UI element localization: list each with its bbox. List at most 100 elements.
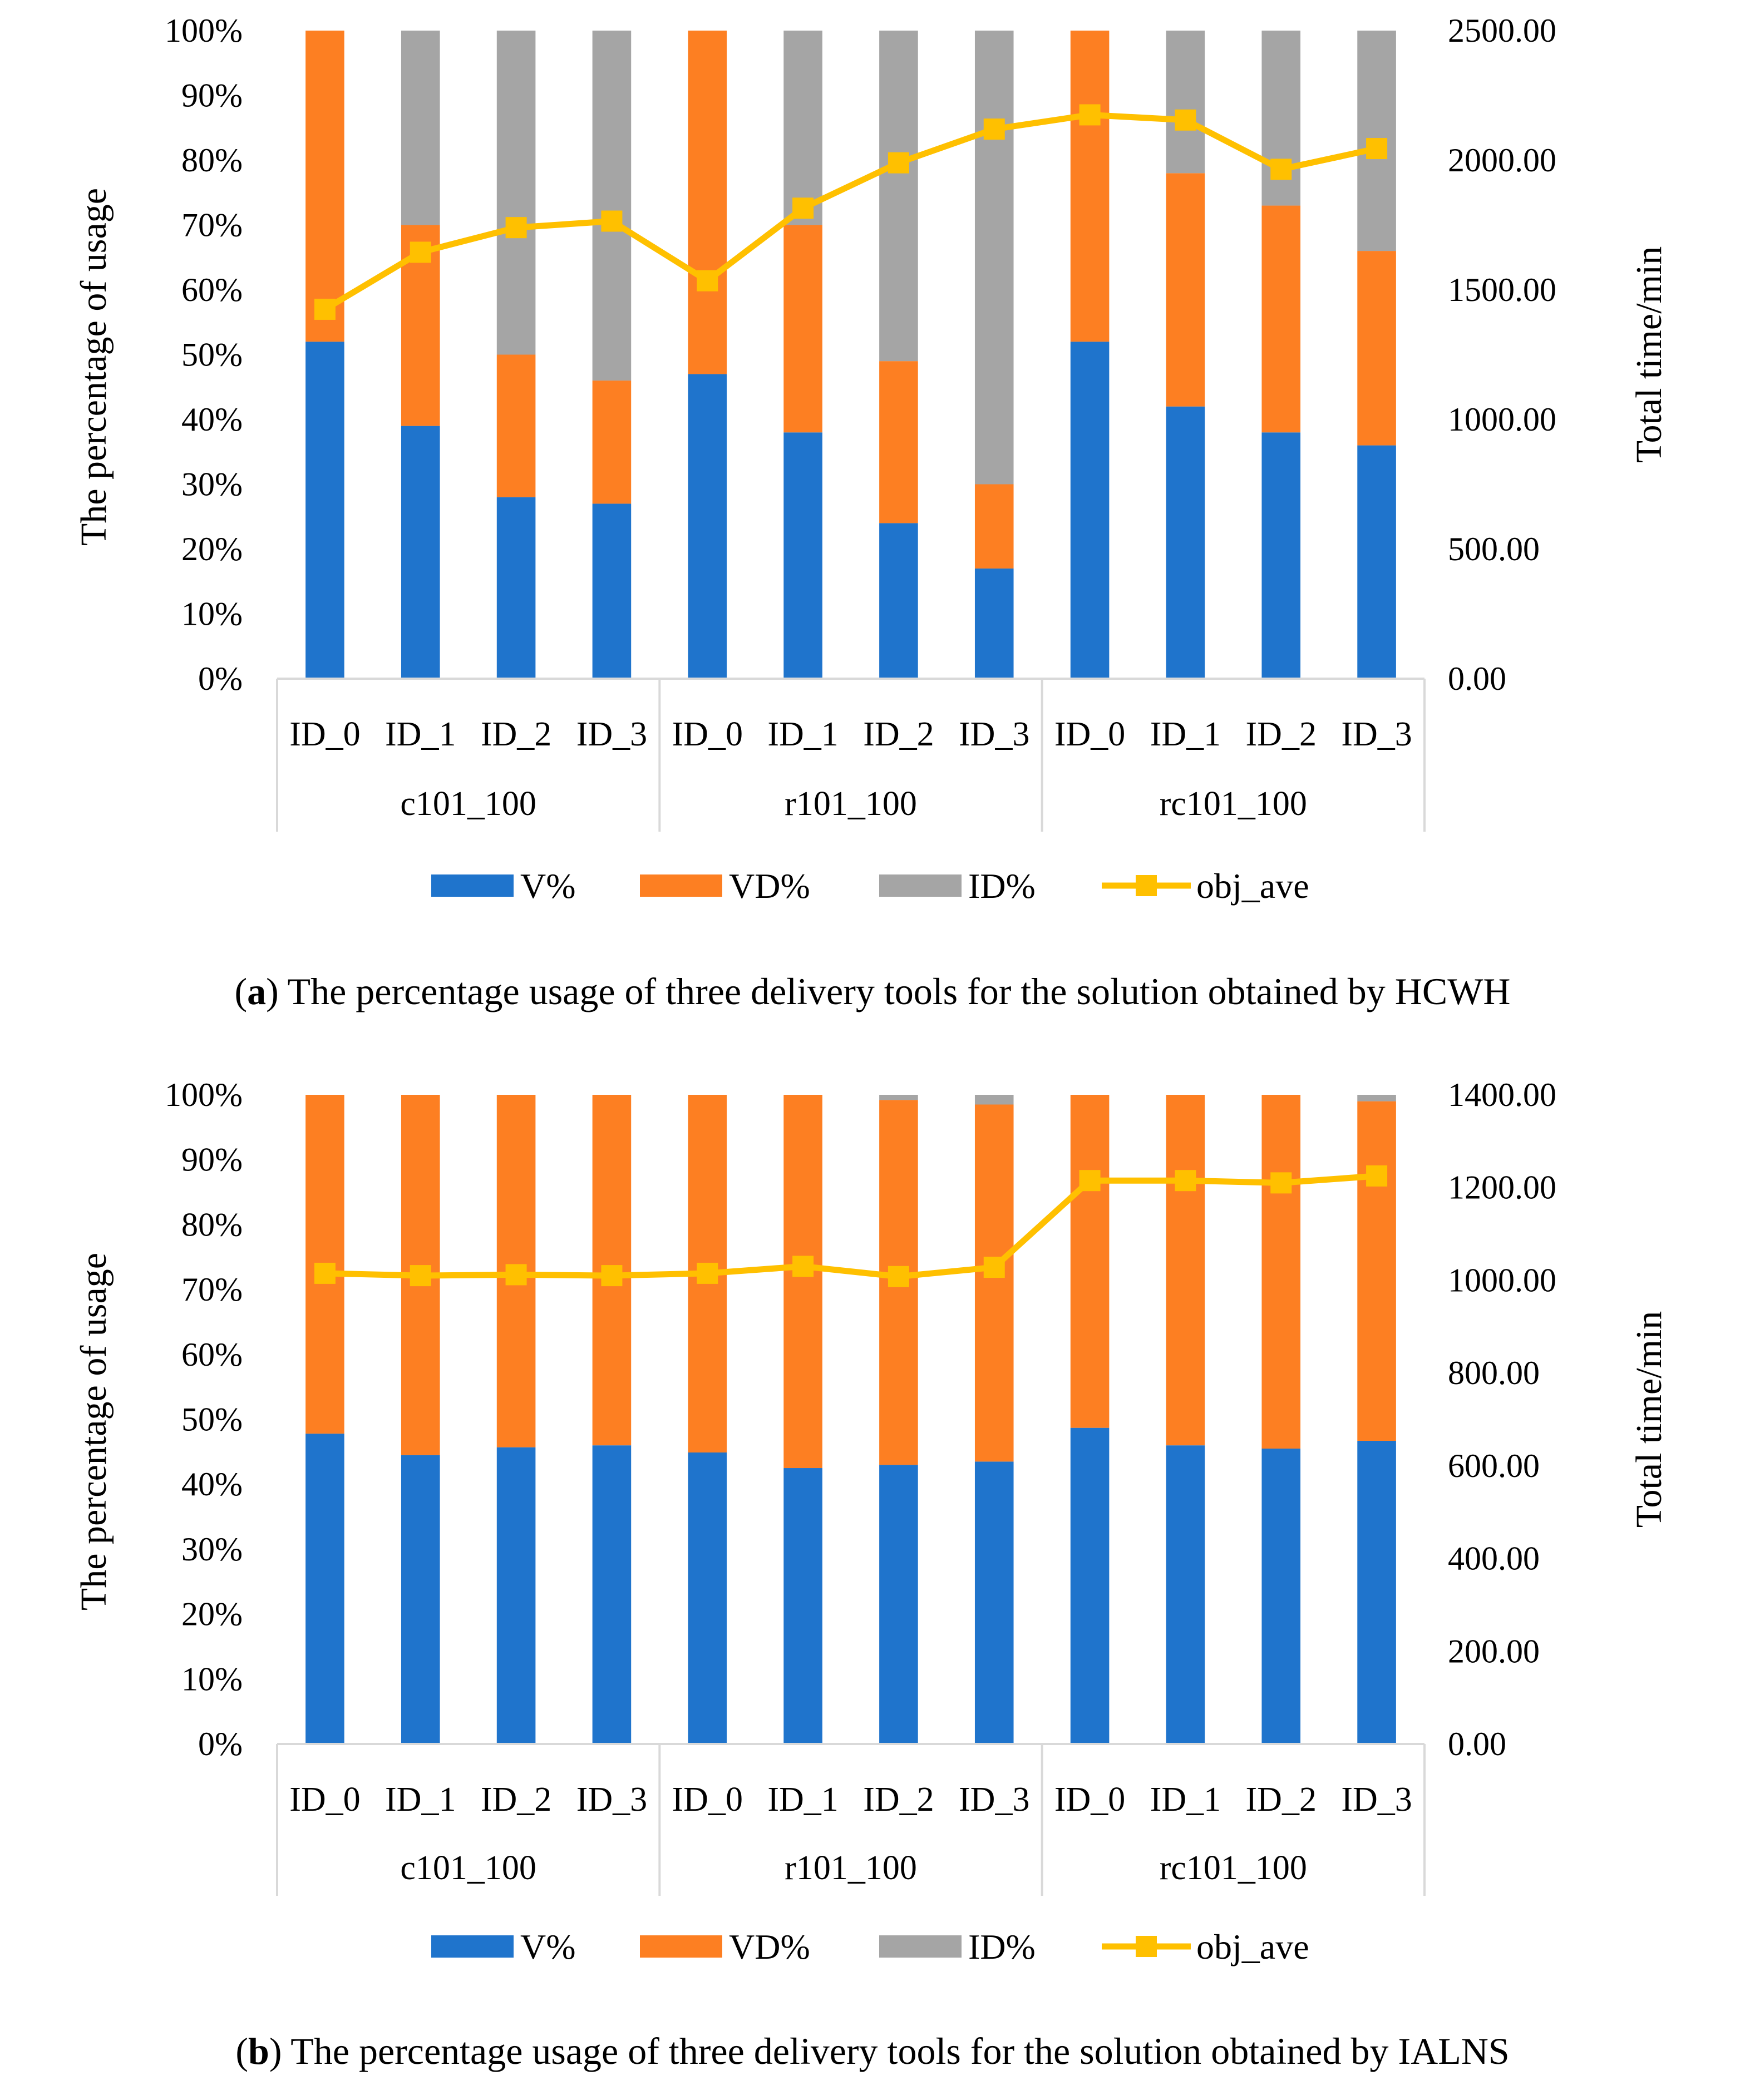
y-left-tick-label: 10% bbox=[181, 1661, 243, 1697]
bar-vpct-7 bbox=[974, 1461, 1014, 1744]
legend-label: ID% bbox=[968, 866, 1036, 906]
bar-idpct-11 bbox=[1357, 1095, 1396, 1101]
marker-obj-ave-1 bbox=[410, 241, 431, 263]
bar-vpct-8 bbox=[1070, 342, 1110, 679]
y-left-tick-label: 100% bbox=[165, 1076, 243, 1113]
y-left-tick-label: 50% bbox=[181, 1401, 243, 1438]
marker-obj-ave-5 bbox=[792, 1256, 814, 1277]
marker-obj-ave-11 bbox=[1366, 138, 1388, 160]
bar-idpct-5 bbox=[783, 31, 822, 225]
marker-obj-ave-2 bbox=[505, 217, 527, 239]
y-left-tick-label: 90% bbox=[181, 77, 243, 114]
legend-label: VD% bbox=[729, 1927, 810, 1966]
y-left-axis-title: The percentage of usage bbox=[73, 1253, 114, 1610]
y-left-tick-label: 100% bbox=[165, 12, 243, 49]
bar-vpct-3 bbox=[592, 503, 632, 679]
bar-vdpct-8 bbox=[1070, 1095, 1110, 1428]
legend-swatch-1 bbox=[640, 874, 722, 897]
bar-vdpct-10 bbox=[1261, 1095, 1301, 1449]
marker-obj-ave-9 bbox=[1175, 1170, 1196, 1192]
bar-vpct-5 bbox=[783, 432, 822, 679]
x-group-label: rc101_100 bbox=[1160, 785, 1307, 823]
legend-label: V% bbox=[520, 866, 576, 906]
legend-label: obj_ave bbox=[1196, 866, 1309, 906]
marker-obj-ave-8 bbox=[1079, 1170, 1101, 1192]
marker-obj-ave-3 bbox=[601, 210, 623, 232]
x-category-label: ID_1 bbox=[1150, 715, 1221, 753]
y-right-tick-label: 1000.00 bbox=[1448, 401, 1556, 438]
marker-obj-ave-10 bbox=[1270, 159, 1292, 180]
x-category-label: ID_3 bbox=[959, 715, 1029, 753]
bar-vpct-6 bbox=[879, 523, 918, 679]
x-category-label: ID_3 bbox=[1341, 1781, 1412, 1819]
x-group-label: rc101_100 bbox=[1160, 1849, 1307, 1887]
x-group-label: r101_100 bbox=[785, 1849, 917, 1887]
marker-obj-ave-9 bbox=[1175, 109, 1196, 131]
y-left-tick-label: 50% bbox=[181, 337, 243, 373]
marker-obj-ave-1 bbox=[410, 1265, 431, 1287]
x-category-label: ID_3 bbox=[576, 715, 647, 753]
x-category-label: ID_2 bbox=[863, 1781, 934, 1819]
bar-vpct-4 bbox=[688, 1452, 727, 1744]
bar-vdpct-11 bbox=[1357, 251, 1396, 446]
x-category-label: ID_1 bbox=[767, 1781, 838, 1819]
bar-vpct-1 bbox=[401, 426, 440, 679]
legend-label: ID% bbox=[968, 1927, 1036, 1966]
x-category-label: ID_0 bbox=[672, 715, 743, 753]
marker-obj-ave-2 bbox=[505, 1264, 527, 1286]
x-category-label: ID_1 bbox=[385, 1781, 456, 1819]
y-right-tick-label: 600.00 bbox=[1448, 1447, 1540, 1484]
bar-vpct-8 bbox=[1070, 1427, 1110, 1744]
bar-vdpct-6 bbox=[879, 361, 918, 523]
y-right-tick-label: 800.00 bbox=[1448, 1355, 1540, 1391]
legend-label: obj_ave bbox=[1196, 1927, 1309, 1966]
bar-vdpct-5 bbox=[783, 1095, 822, 1469]
legend-swatch-0 bbox=[431, 874, 514, 897]
bar-vpct-10 bbox=[1261, 432, 1301, 679]
chart-panel-b: 0% 10% 20% 30% 40% 50% 60% 70% 80% 90% 100% 0.00 200… bbox=[73, 1076, 1669, 2072]
y-left-tick-label: 20% bbox=[181, 1596, 243, 1633]
y-right-tick-label: 400.00 bbox=[1448, 1540, 1540, 1577]
y-left-tick-label: 70% bbox=[181, 1271, 243, 1308]
legend-swatch-2 bbox=[879, 1935, 962, 1958]
x-category-label: ID_1 bbox=[1150, 1781, 1221, 1819]
line-obj-ave bbox=[324, 1173, 1377, 1280]
bar-vdpct-9 bbox=[1166, 173, 1205, 407]
bar-vpct-6 bbox=[879, 1465, 918, 1744]
bar-vpct-4 bbox=[688, 374, 727, 679]
y-left-tick-label: 80% bbox=[181, 142, 243, 179]
legend-label: V% bbox=[520, 1927, 576, 1966]
bar-vpct-2 bbox=[496, 497, 536, 679]
y-right-tick-label: 0.00 bbox=[1448, 660, 1506, 697]
legend: V% VD% ID% obj_ave bbox=[431, 1927, 1309, 1966]
x-category-label: ID_1 bbox=[767, 715, 838, 753]
bar-vpct-10 bbox=[1261, 1449, 1301, 1744]
bar-vdpct-4 bbox=[688, 31, 727, 374]
bar-vpct-2 bbox=[496, 1447, 536, 1744]
bar-idpct-2 bbox=[496, 31, 536, 355]
bar-idpct-7 bbox=[974, 1095, 1014, 1105]
bar-vpct-0 bbox=[305, 1434, 344, 1744]
x-category-label: ID_2 bbox=[863, 715, 934, 753]
y-left-axis-title: The percentage of usage bbox=[73, 188, 114, 546]
x-category-label: ID_2 bbox=[481, 715, 551, 753]
bar-vpct-5 bbox=[783, 1468, 822, 1744]
bar-vpct-0 bbox=[305, 342, 344, 679]
bar-vdpct-11 bbox=[1357, 1101, 1396, 1441]
x-category-label: ID_2 bbox=[1246, 1781, 1317, 1819]
x-category-label: ID_3 bbox=[576, 1781, 647, 1819]
bar-vdpct-8 bbox=[1070, 31, 1110, 342]
marker-obj-ave-7 bbox=[983, 1257, 1005, 1278]
y-left-tick-label: 70% bbox=[181, 207, 243, 244]
y-right-tick-label: 500.00 bbox=[1448, 531, 1540, 567]
bar-vpct-3 bbox=[592, 1445, 632, 1744]
y-left-tick-label: 60% bbox=[181, 271, 243, 308]
bar-idpct-9 bbox=[1166, 31, 1205, 174]
y-right-tick-label: 1400.00 bbox=[1448, 1076, 1556, 1113]
bar-vpct-1 bbox=[401, 1455, 440, 1744]
bar-vdpct-10 bbox=[1261, 205, 1301, 433]
bar-vpct-11 bbox=[1357, 445, 1396, 679]
x-category-label: ID_3 bbox=[1341, 715, 1412, 753]
x-category-label: ID_0 bbox=[1054, 715, 1125, 753]
marker-obj-ave-6 bbox=[888, 152, 909, 174]
